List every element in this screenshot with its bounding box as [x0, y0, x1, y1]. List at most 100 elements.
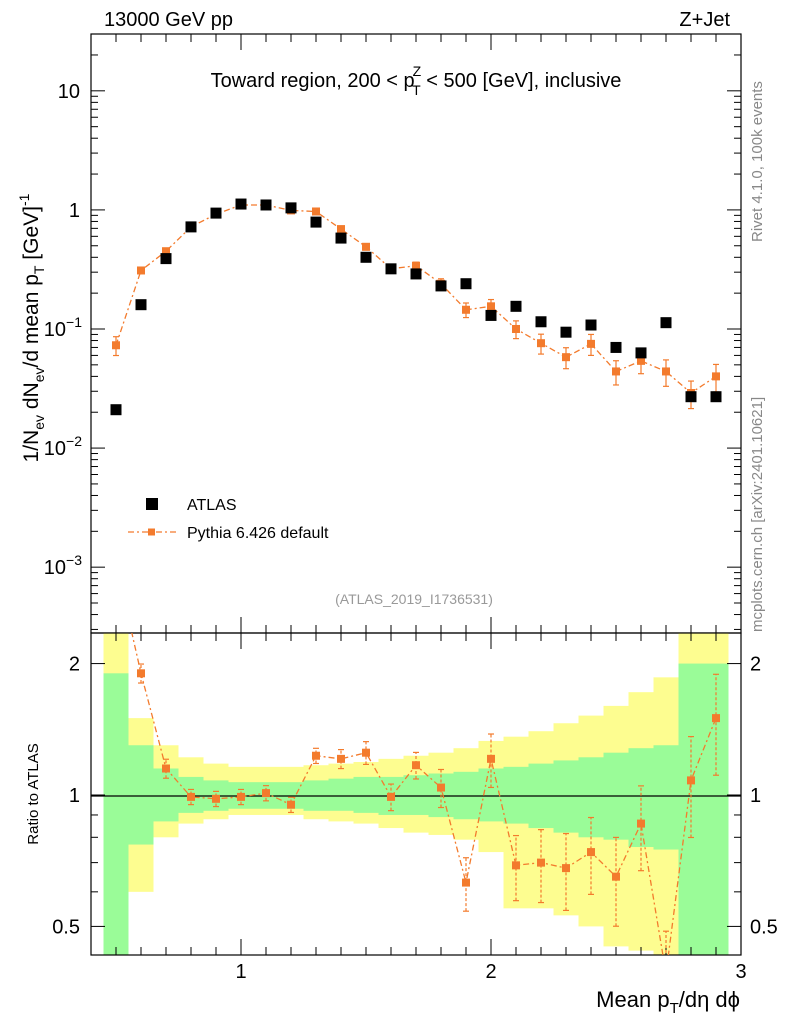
ratio-mc-point — [437, 783, 445, 792]
main-atlas-point — [485, 309, 497, 321]
main-atlas-point — [435, 280, 447, 292]
main-mc-point — [662, 367, 670, 376]
beam-label: 13000 GeV pp — [104, 9, 233, 31]
main-panel: 10 1 10−1 10−2 10−3 — [44, 33, 742, 634]
plot-title-sup: Z — [413, 63, 422, 79]
main-atlas-point — [660, 317, 672, 329]
ratio-mc-point — [262, 789, 270, 798]
x-axis-label: Mean pT/dη dϕ — [596, 987, 740, 1017]
ratio-stat-band — [628, 748, 654, 848]
ratio-stat-band — [103, 673, 129, 955]
ratio-mc-point — [137, 669, 145, 678]
ratio-mc-series — [131, 633, 720, 978]
main-atlas-point — [535, 316, 547, 328]
main-frame — [90, 33, 742, 634]
main-atlas-point — [460, 278, 472, 290]
process-label: Z+Jet — [679, 9, 730, 31]
ratio-mc-point — [287, 800, 295, 809]
main-atlas-point — [160, 253, 172, 265]
main-atlas-point — [185, 221, 197, 233]
main-y-tick-label: 10−3 — [44, 552, 82, 579]
main-atlas-point — [135, 299, 147, 311]
x-tick-label: 3 — [735, 961, 746, 983]
analysis-id: (ATLAS_2019_I1736531) — [335, 591, 493, 607]
ratio-stat-band — [653, 745, 679, 850]
legend-mc-marker — [148, 528, 155, 536]
main-atlas-point — [260, 199, 272, 211]
main-mc-point — [587, 339, 595, 348]
legend: ATLAS Pythia 6.426 default — [128, 497, 329, 542]
main-mc-point — [512, 324, 520, 333]
plot-title-sub: T — [412, 82, 421, 98]
ratio-stat-band — [128, 745, 154, 845]
main-mc-point — [337, 225, 345, 234]
main-y-tick-label: 10−1 — [44, 314, 82, 341]
main-atlas-point — [310, 216, 322, 228]
main-mc-point — [112, 341, 120, 350]
ratio-panel: 2 2 1 1 0.5 0.5 1 2 3 — [52, 632, 778, 983]
ratio-mc-point — [612, 872, 620, 881]
ratio-mc-point — [362, 748, 370, 757]
x-tick-label: 2 — [485, 961, 496, 983]
plot-title: Toward region, 200 < pZ T < 500 [GeV], in… — [211, 63, 622, 98]
main-atlas-point — [110, 404, 122, 416]
x-axis-label-sub: T — [670, 1000, 679, 1017]
main-atlas-point — [610, 341, 622, 353]
legend-mc-label: Pythia 6.426 default — [187, 525, 329, 542]
main-atlas-point — [710, 391, 722, 403]
main-atlas-point — [335, 232, 347, 244]
ratio-mc-point — [462, 878, 470, 887]
main-mc-point — [537, 339, 545, 348]
main-y-tick-label: 10−2 — [44, 433, 82, 460]
main-mc-point — [137, 266, 145, 275]
ratio-mc-point — [337, 754, 345, 763]
main-mc-series — [112, 200, 720, 410]
ratio-stat-band — [353, 776, 379, 813]
ratio-mc-point — [537, 858, 545, 867]
ratio-mc-point — [662, 970, 670, 978]
main-atlas-point — [210, 207, 222, 219]
ratio-mc-point — [187, 792, 195, 801]
ratio-mc-point — [687, 776, 695, 785]
main-atlas-series — [110, 198, 722, 416]
ratio-stat-band — [678, 663, 704, 955]
main-axes: 10 1 10−1 10−2 10−3 — [44, 33, 742, 633]
ratio-stat-band — [403, 775, 429, 815]
main-y-tick-label: 10 — [58, 81, 80, 103]
x-tick-label: 1 — [235, 961, 246, 983]
main-mc-point — [312, 207, 320, 216]
main-atlas-point — [235, 198, 247, 210]
main-mc-point — [362, 242, 370, 251]
main-mc-point — [487, 302, 495, 311]
ratio-stat-band — [328, 778, 354, 811]
main-mc-point — [562, 353, 570, 362]
main-atlas-point — [560, 326, 572, 338]
main-atlas-point — [410, 268, 422, 280]
main-mc-point — [712, 372, 720, 381]
x-axis-label-suffix: /dη dϕ — [679, 987, 740, 1012]
ratio-mc-point — [712, 714, 720, 723]
ratio-y-axis-label: Ratio to ATLAS — [25, 743, 42, 844]
ratio-y-tick-label: 0.5 — [52, 916, 80, 938]
ratio-mc-point — [212, 794, 220, 803]
ratio-mc-point — [587, 848, 595, 857]
legend-atlas-label: ATLAS — [187, 497, 237, 514]
ratio-axes: 2 2 1 1 0.5 0.5 1 2 3 — [52, 633, 778, 983]
x-axis-label-prefix: Mean p — [596, 987, 669, 1012]
main-y-axis-label: 1/Nev dNev/d mean pT [GeV]-1 — [16, 193, 47, 462]
ratio-y-tick-label: 2 — [69, 654, 80, 676]
ratio-y-tick-label-right: 2 — [750, 654, 761, 676]
main-mc-line — [115, 204, 717, 394]
main-mc-point — [412, 261, 420, 270]
main-atlas-point — [585, 319, 597, 331]
ratio-stat-band — [503, 766, 529, 824]
ratio-mc-point — [162, 764, 170, 773]
ratio-mc-point — [412, 761, 420, 770]
main-atlas-point — [360, 251, 372, 263]
rivet-credit: Rivet 4.1.0, 100k events — [749, 81, 766, 242]
ratio-mc-clipped — [131, 633, 720, 978]
ratio-mc-point — [237, 792, 245, 801]
ratio-stat-band — [578, 757, 604, 838]
main-atlas-point — [635, 347, 647, 359]
